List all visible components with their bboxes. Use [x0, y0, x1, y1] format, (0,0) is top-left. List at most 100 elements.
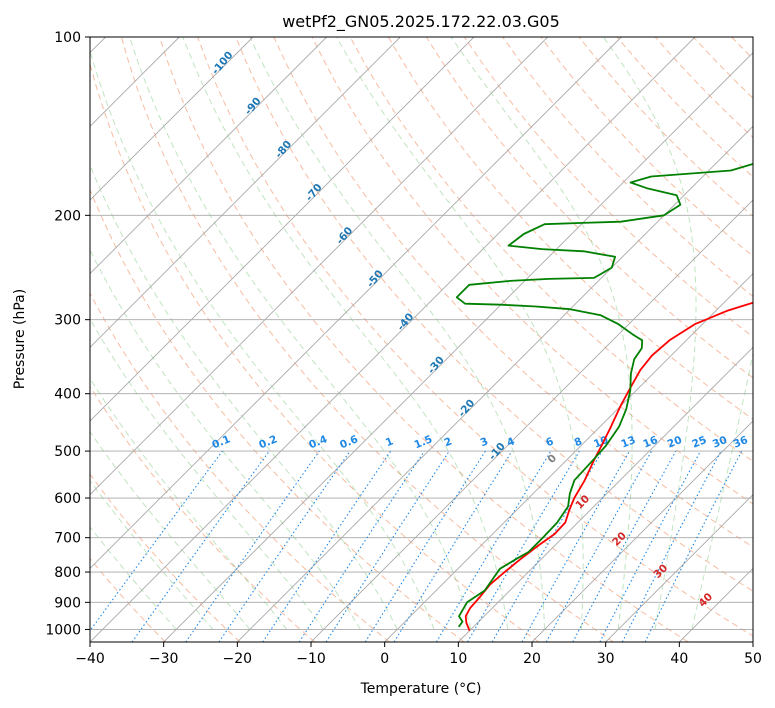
moist-adiabat-line [90, 430, 251, 630]
isotherm-line [90, 37, 475, 422]
dry-adiabat-line [120, 37, 614, 642]
x-tick-label: −30 [149, 651, 179, 667]
dry-adiabat-label: -10 [487, 440, 508, 462]
moist-adiabat-label: 0 [545, 452, 559, 466]
x-tick-label: 20 [523, 651, 541, 667]
isotherm-line [752, 641, 753, 642]
moist-adiabat-label: 30 [651, 562, 670, 581]
mixing-ratio-label: 36 [732, 434, 750, 451]
dry-adiabat-label: -20 [456, 397, 477, 419]
isotherm-line [90, 37, 327, 275]
dry-adiabat-line [770, 37, 775, 642]
moist-adiabat-line [249, 37, 546, 630]
x-tick-label: 30 [597, 651, 615, 667]
x-tick-label: −10 [296, 651, 326, 667]
mixing-ratio-label: 20 [666, 434, 684, 451]
isotherm-line [163, 52, 753, 642]
mixing-ratio-label: 3 [479, 435, 490, 449]
mixing-ratio-label: 0.4 [307, 433, 329, 451]
dry-adiabat-line [90, 62, 540, 642]
dry-adiabat-line [502, 37, 753, 298]
dry-adiabat-line [90, 473, 241, 642]
isotherm-line [90, 37, 696, 642]
moist-adiabat-label: 20 [610, 530, 629, 549]
mixing-ratio-label: 8 [573, 435, 584, 449]
mixing-ratio-line [393, 450, 513, 642]
mixing-ratio-label: 16 [641, 434, 659, 451]
mixing-ratio-line [218, 450, 351, 642]
moist-adiabat-line [90, 163, 398, 630]
moist-adiabat-line [129, 37, 472, 630]
dry-adiabat-line [235, 37, 753, 592]
moist-adiabat-line [182, 37, 509, 630]
dry-adiabat-line [425, 37, 753, 379]
y-tick-label: 900 [54, 595, 81, 611]
mixing-ratio-label: 2 [442, 435, 453, 449]
moist-adiabat-line [691, 350, 753, 630]
dry-adiabat-line [387, 37, 753, 420]
isotherm-line [90, 37, 254, 201]
plot-clipped-layer: 0.1 0.2 0.4 0.6 1 1.5 2 3 4 6 8 10 13 16 20 25 30 36-100-… [90, 37, 775, 642]
dry-adiabat-line [464, 37, 753, 338]
mixing-ratio-line [545, 450, 653, 642]
x-tick-label: −20 [223, 651, 253, 667]
y-axis-title: Pressure (hPa) [12, 289, 28, 389]
x-tick-label: 50 [744, 651, 762, 667]
dry-adiabat-label: -30 [425, 354, 446, 376]
x-tick-label: 0 [380, 651, 389, 667]
isotherm-line [605, 494, 753, 642]
dry-adiabat-label: -90 [242, 95, 263, 117]
mixing-ratio-label: 25 [690, 434, 708, 451]
isotherm-line [679, 567, 753, 642]
moist-adiabat-line [602, 37, 697, 630]
isotherm-line [90, 37, 548, 496]
moist-adiabat-line [90, 49, 435, 630]
dry-adiabat-line [90, 292, 390, 642]
x-axis-title: Temperature (°C) [360, 681, 482, 697]
mixing-ratio-line [599, 450, 701, 642]
y-tick-label: 500 [54, 444, 81, 460]
mixing-ratio-line [621, 450, 722, 642]
dry-adiabat-line [311, 37, 753, 505]
dry-adiabat-line [654, 37, 753, 139]
moist-adiabat-label: 40 [696, 591, 715, 610]
moist-adiabat-line [90, 479, 214, 630]
y-tick-label: 200 [54, 208, 81, 224]
mixing-ratio-line [262, 450, 392, 642]
y-tick-label: 1000 [45, 622, 81, 638]
dry-adiabat-label: -80 [273, 138, 294, 160]
chart-title: wetPf2_GN05.2025.172.22.03.G05 [282, 12, 560, 32]
plot-area: 0.1 0.2 0.4 0.6 1 1.5 2 3 4 6 8 10 13 16 20 25 30 36-100-… [45, 30, 775, 667]
dry-adiabat-label: -60 [334, 225, 355, 247]
moist-adiabat-line [90, 248, 361, 630]
temperature-profile-line [464, 301, 753, 632]
mixing-ratio-line [521, 450, 630, 642]
moist-adiabat-line [450, 37, 633, 630]
y-tick-label: 700 [54, 531, 81, 547]
mixing-ratio-line [467, 450, 580, 642]
x-tick-label: 10 [449, 651, 467, 667]
isotherm-line [90, 37, 401, 348]
dry-adiabat-line [159, 37, 689, 642]
mixing-ratio-line [185, 450, 320, 642]
dry-adiabat-label: -40 [395, 311, 416, 333]
y-tick-label: 300 [54, 313, 81, 329]
mixing-ratio-line [131, 450, 270, 642]
mixing-ratio-label: 0.1 [210, 433, 232, 451]
mixing-ratio-label: 4 [505, 435, 516, 449]
isotherm-line [237, 125, 753, 642]
y-tick-label: 400 [54, 387, 81, 403]
mixing-ratio-label: 30 [711, 434, 729, 451]
moist-adiabat-line [90, 377, 288, 630]
mixing-ratio-line [572, 450, 677, 642]
isotherm-line [90, 37, 622, 569]
y-tick-label: 100 [54, 30, 81, 46]
mixing-ratio-line [644, 450, 743, 642]
isotherm-line [384, 273, 753, 642]
mixing-ratio-line [298, 450, 425, 642]
isotherm-line [531, 420, 753, 642]
x-tick-label: −40 [75, 651, 105, 667]
mixing-ratio-line [325, 450, 450, 642]
dry-adiabat-line [349, 37, 753, 462]
